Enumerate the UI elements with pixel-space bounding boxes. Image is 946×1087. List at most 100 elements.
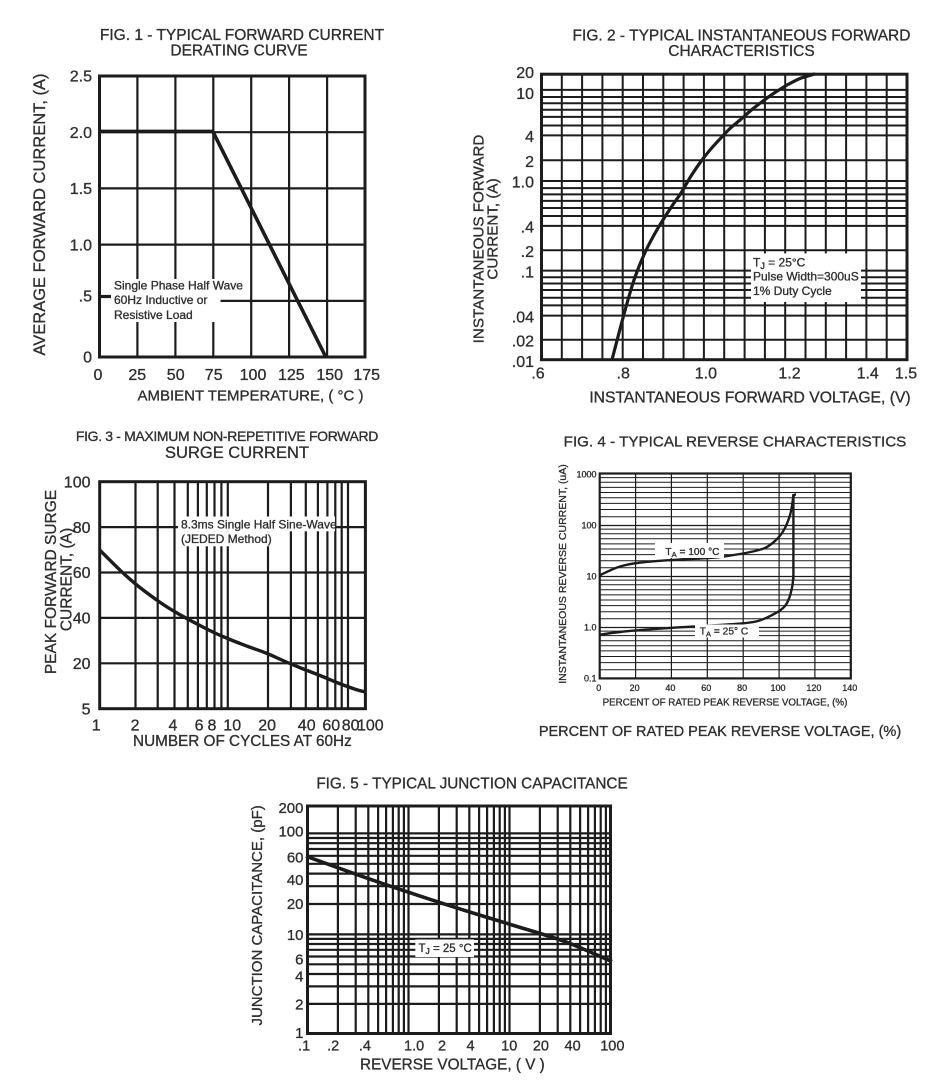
svg-text:100: 100 — [771, 683, 786, 693]
svg-text:0.1: 0.1 — [584, 674, 597, 684]
svg-text:FIG. 5 - TYPICAL JUNCTION CAPA: FIG. 5 - TYPICAL JUNCTION CAPACITANCE — [316, 775, 627, 792]
svg-text:20: 20 — [533, 1039, 549, 1055]
svg-text:10: 10 — [516, 86, 534, 103]
svg-text:175: 175 — [353, 367, 380, 384]
svg-text:0: 0 — [94, 367, 103, 384]
svg-text:INSTANTANEOUS REVERSE CURRENT,: INSTANTANEOUS REVERSE CURRENT, (uA) — [557, 464, 569, 684]
svg-text:120: 120 — [806, 683, 821, 693]
svg-text:40: 40 — [665, 683, 675, 693]
svg-text:140: 140 — [842, 683, 857, 693]
svg-text:100: 100 — [357, 718, 384, 735]
svg-text:.1: .1 — [298, 1039, 310, 1055]
svg-text:PERCENT OF RATED PEAK REVERSE: PERCENT OF RATED PEAK REVERSE VOLTAGE, (… — [539, 724, 901, 740]
svg-text:40: 40 — [287, 872, 304, 889]
svg-text:.5: .5 — [79, 289, 92, 306]
svg-text:INSTANTANEOUS FORWARD: INSTANTANEOUS FORWARD — [471, 135, 488, 344]
svg-text:6: 6 — [295, 952, 303, 969]
svg-text:40: 40 — [73, 611, 91, 628]
svg-text:SURGE CURRENT: SURGE CURRENT — [165, 444, 309, 462]
svg-text:1.0: 1.0 — [404, 1039, 424, 1055]
svg-text:TA = 25° C: TA = 25° C — [700, 627, 748, 639]
svg-text:20: 20 — [258, 718, 276, 735]
svg-text:80: 80 — [737, 683, 747, 693]
svg-text:100: 100 — [581, 521, 596, 531]
svg-text:100: 100 — [240, 367, 267, 384]
svg-text:0: 0 — [83, 350, 92, 367]
svg-text:.4: .4 — [521, 220, 534, 237]
svg-text:4: 4 — [467, 1039, 475, 1055]
svg-text:60Hz Inductive or: 60Hz Inductive or — [114, 293, 207, 307]
svg-text:CURRENT, (A): CURRENT, (A) — [485, 178, 502, 279]
svg-text:.4: .4 — [359, 1039, 371, 1055]
svg-text:1.0: 1.0 — [695, 366, 717, 383]
svg-text:4: 4 — [525, 129, 534, 146]
svg-text:80: 80 — [73, 520, 91, 537]
svg-text:AMBIENT TEMPERATURE, ( °C ): AMBIENT TEMPERATURE, ( °C ) — [137, 388, 363, 405]
svg-text:20: 20 — [287, 896, 304, 913]
svg-text:4: 4 — [295, 968, 303, 985]
svg-text:CHARACTERISTICS: CHARACTERISTICS — [668, 43, 814, 60]
svg-text:10: 10 — [501, 1039, 517, 1055]
svg-text:10: 10 — [586, 572, 596, 582]
svg-text:1.0: 1.0 — [584, 623, 597, 633]
svg-text:2: 2 — [295, 996, 303, 1013]
svg-text:0: 0 — [596, 683, 601, 693]
svg-text:.2: .2 — [521, 244, 534, 261]
svg-text:.04: .04 — [512, 309, 534, 326]
svg-text:FIG. 1 - TYPICAL FORWARD CURRE: FIG. 1 - TYPICAL FORWARD CURRENT — [100, 27, 385, 44]
svg-text:60: 60 — [73, 565, 91, 582]
svg-text:150: 150 — [316, 367, 343, 384]
svg-text:1.0: 1.0 — [70, 237, 92, 254]
svg-text:75: 75 — [205, 367, 223, 384]
svg-text:TJ = 25 °C: TJ = 25 °C — [419, 943, 472, 956]
svg-text:1.5: 1.5 — [70, 181, 92, 198]
svg-text:1000: 1000 — [576, 470, 596, 480]
svg-text:2.0: 2.0 — [70, 125, 92, 142]
svg-text:1: 1 — [295, 1025, 303, 1042]
svg-text:100: 100 — [64, 474, 91, 491]
svg-text:1: 1 — [92, 718, 101, 735]
svg-text:50: 50 — [167, 367, 185, 384]
svg-text:8: 8 — [208, 718, 217, 735]
svg-text:REVERSE VOLTAGE, ( V ): REVERSE VOLTAGE, ( V ) — [360, 1057, 545, 1074]
svg-text:PERCENT OF RATED PEAK REVERSE: PERCENT OF RATED PEAK REVERSE VOLTAGE, (… — [603, 697, 848, 708]
svg-text:8.3ms Single Half Sine-Wave: 8.3ms Single Half Sine-Wave — [181, 517, 337, 531]
svg-text:.8: .8 — [617, 366, 630, 383]
svg-text:Resistive Load: Resistive Load — [114, 308, 193, 322]
svg-text:100: 100 — [278, 823, 303, 840]
svg-text:1.4: 1.4 — [857, 366, 879, 383]
svg-text:Pulse Width=300uS: Pulse Width=300uS — [753, 270, 859, 284]
svg-text:.01: .01 — [512, 354, 534, 371]
svg-text:Single Phase Half Wave: Single Phase Half Wave — [114, 278, 243, 292]
svg-text:FIG. 2 - TYPICAL INSTANTANEOUS: FIG. 2 - TYPICAL INSTANTANEOUS FORWARD — [573, 28, 911, 45]
svg-text:20: 20 — [630, 683, 640, 693]
svg-text:PEAK FORWARD SURGE: PEAK FORWARD SURGE — [43, 490, 60, 674]
svg-text:10: 10 — [223, 718, 241, 735]
svg-text:60: 60 — [701, 683, 711, 693]
svg-text:2: 2 — [438, 1039, 446, 1055]
svg-text:1.5: 1.5 — [895, 366, 917, 383]
svg-text:10: 10 — [287, 927, 304, 944]
svg-text:20: 20 — [73, 656, 91, 673]
svg-text:FIG. 3 - MAXIMUM NON-REPETITIV: FIG. 3 - MAXIMUM NON-REPETITIVE FORWARD — [76, 428, 378, 444]
svg-text:DERATING CURVE: DERATING CURVE — [170, 43, 307, 60]
svg-text:.1: .1 — [521, 265, 534, 282]
svg-text:200: 200 — [278, 800, 303, 817]
svg-text:20: 20 — [516, 65, 534, 82]
svg-text:TA = 100 °C: TA = 100 °C — [665, 547, 719, 559]
svg-text:2: 2 — [131, 718, 140, 735]
svg-text:(JEDED Method): (JEDED Method) — [181, 532, 272, 546]
svg-text:INSTANTANEOUS FORWARD VOLTAGE,: INSTANTANEOUS FORWARD VOLTAGE, (V) — [589, 389, 910, 406]
svg-text:JUNCTION CAPACITANCE, (pF): JUNCTION CAPACITANCE, (pF) — [249, 805, 266, 1025]
svg-text:4: 4 — [169, 718, 178, 735]
svg-text:FIG. 4 - TYPICAL REVERSE CHARA: FIG. 4 - TYPICAL REVERSE CHARACTERISTICS — [564, 434, 907, 451]
svg-text:TJ = 25°C: TJ = 25°C — [753, 256, 806, 272]
svg-text:40: 40 — [298, 718, 316, 735]
svg-text:80: 80 — [342, 718, 360, 735]
svg-text:1.0: 1.0 — [512, 175, 534, 192]
svg-text:5: 5 — [82, 701, 91, 718]
svg-text:AVERAGE FORWARD CURRENT, (A): AVERAGE FORWARD CURRENT, (A) — [31, 73, 49, 355]
svg-text:.6: .6 — [531, 366, 544, 383]
svg-text:NUMBER OF CYCLES AT 60Hz: NUMBER OF CYCLES AT 60Hz — [133, 733, 352, 750]
svg-text:40: 40 — [565, 1039, 581, 1055]
